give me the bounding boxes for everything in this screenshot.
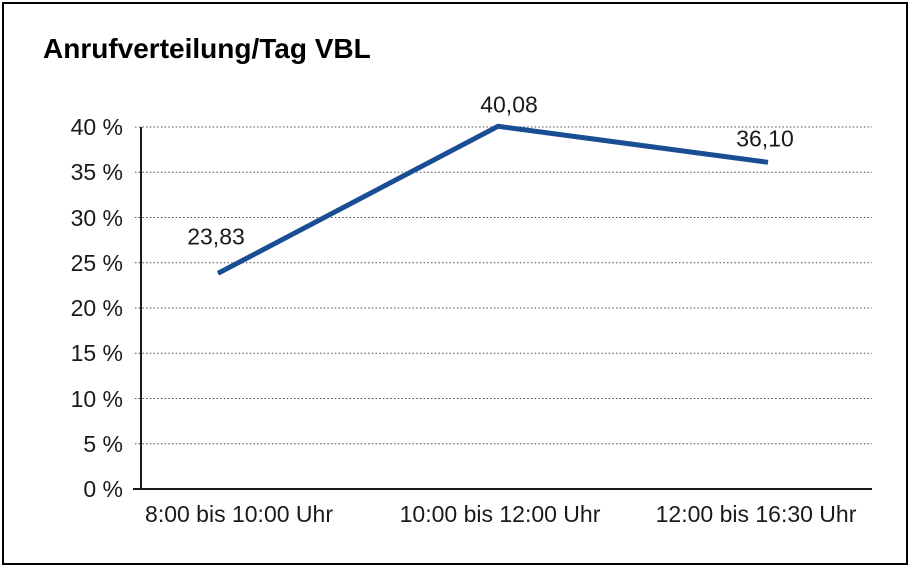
y-tick-label: 5 % (83, 430, 123, 457)
data-label: 36,10 (736, 125, 794, 152)
chart-title: Anrufverteilung/Tag VBL (43, 33, 371, 64)
y-tick-label: 0 % (83, 476, 123, 502)
data-label: 23,83 (187, 223, 245, 250)
y-tick-label: 10 % (70, 385, 123, 412)
line-chart-plot (133, 123, 872, 490)
y-tick-label: 20 % (70, 295, 123, 321)
data-series-line (216, 123, 769, 276)
chart-frame: Anrufverteilung/Tag VBL 0 % 5 % 10 % 15 % 20… (2, 2, 908, 565)
y-tick-label: 30 % (70, 204, 123, 231)
y-tick-label: 35 % (70, 159, 123, 186)
y-tick-label: 40 % (70, 114, 123, 140)
y-tick-label: 15 % (70, 340, 123, 367)
x-category-label: 10:00 bis 12:00 Uhr (399, 501, 601, 527)
data-label: 40,08 (480, 91, 538, 118)
x-category-label: 8:00 bis 10:00 Uhr (145, 501, 333, 527)
x-category-label: 12:00 bis 16:30 Uhr (655, 501, 857, 527)
y-tick-label: 25 % (70, 249, 123, 276)
